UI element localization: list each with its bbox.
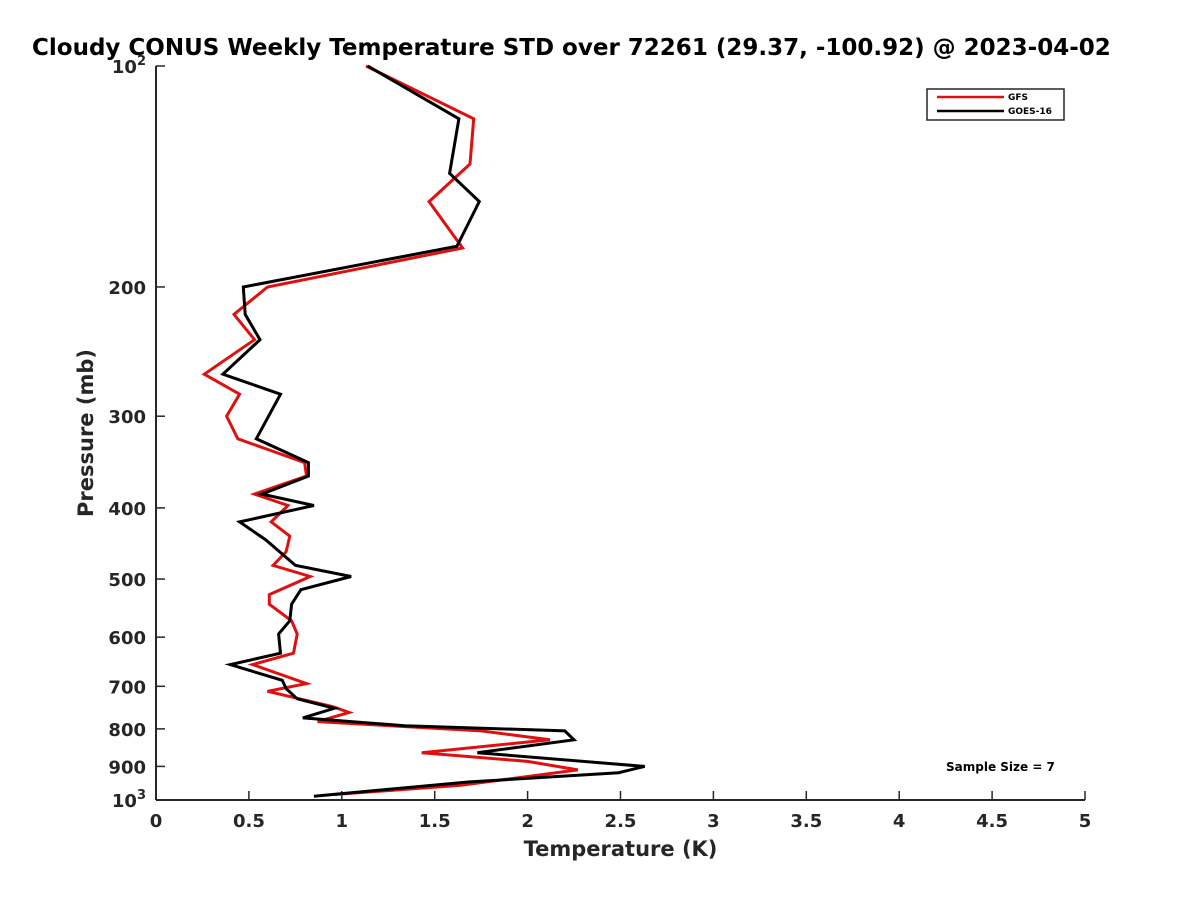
sample-size-annotation: Sample Size = 7 <box>946 760 1055 774</box>
x-tick-label: 1.5 <box>419 811 451 832</box>
x-tick-label: 4.5 <box>976 811 1008 832</box>
y-tick-label: 200 <box>108 278 146 299</box>
y-tick-label: 400 <box>108 499 146 520</box>
x-tick-label: 0 <box>150 811 163 832</box>
x-tick-label: 0.5 <box>233 811 265 832</box>
y-tick-label: 900 <box>108 757 146 778</box>
x-tick-label: 3.5 <box>790 811 822 832</box>
x-tick-label: 4 <box>893 811 906 832</box>
legend: GFS GOES-16 <box>926 88 1065 121</box>
y-tick-label: 600 <box>108 628 146 649</box>
y-tick-label: 500 <box>108 570 146 591</box>
x-axis-label: Temperature (K) <box>524 837 718 861</box>
x-tick-label: 5 <box>1079 811 1092 832</box>
y-tick-label: 103 <box>112 788 146 812</box>
legend-label-gfs: GFS <box>1008 93 1028 103</box>
chart-title: Cloudy CONUS Weekly Temperature STD over… <box>32 35 1111 61</box>
y-axis-ticks: 102 200 300 400 500 600 700 800 900 103 <box>108 54 165 812</box>
legend-box <box>926 88 1065 121</box>
x-axis-ticks: 0 0.5 1 1.5 2 2.5 3 3.5 4 4.5 5 <box>150 791 1092 832</box>
y-tick-label: 800 <box>108 720 146 741</box>
y-axis-label: Pressure (mb) <box>74 349 98 517</box>
legend-label-goes-16: GOES-16 <box>1008 107 1052 117</box>
x-tick-label: 1 <box>336 811 349 832</box>
x-tick-label: 2.5 <box>605 811 637 832</box>
series-line-goes-16 <box>220 64 646 798</box>
y-tick-label: 300 <box>108 407 146 428</box>
series-lines <box>201 64 646 798</box>
y-tick-label: 700 <box>108 677 146 698</box>
x-tick-label: 2 <box>521 811 534 832</box>
x-tick-label: 3 <box>707 811 720 832</box>
y-tick-label: 102 <box>112 54 146 78</box>
